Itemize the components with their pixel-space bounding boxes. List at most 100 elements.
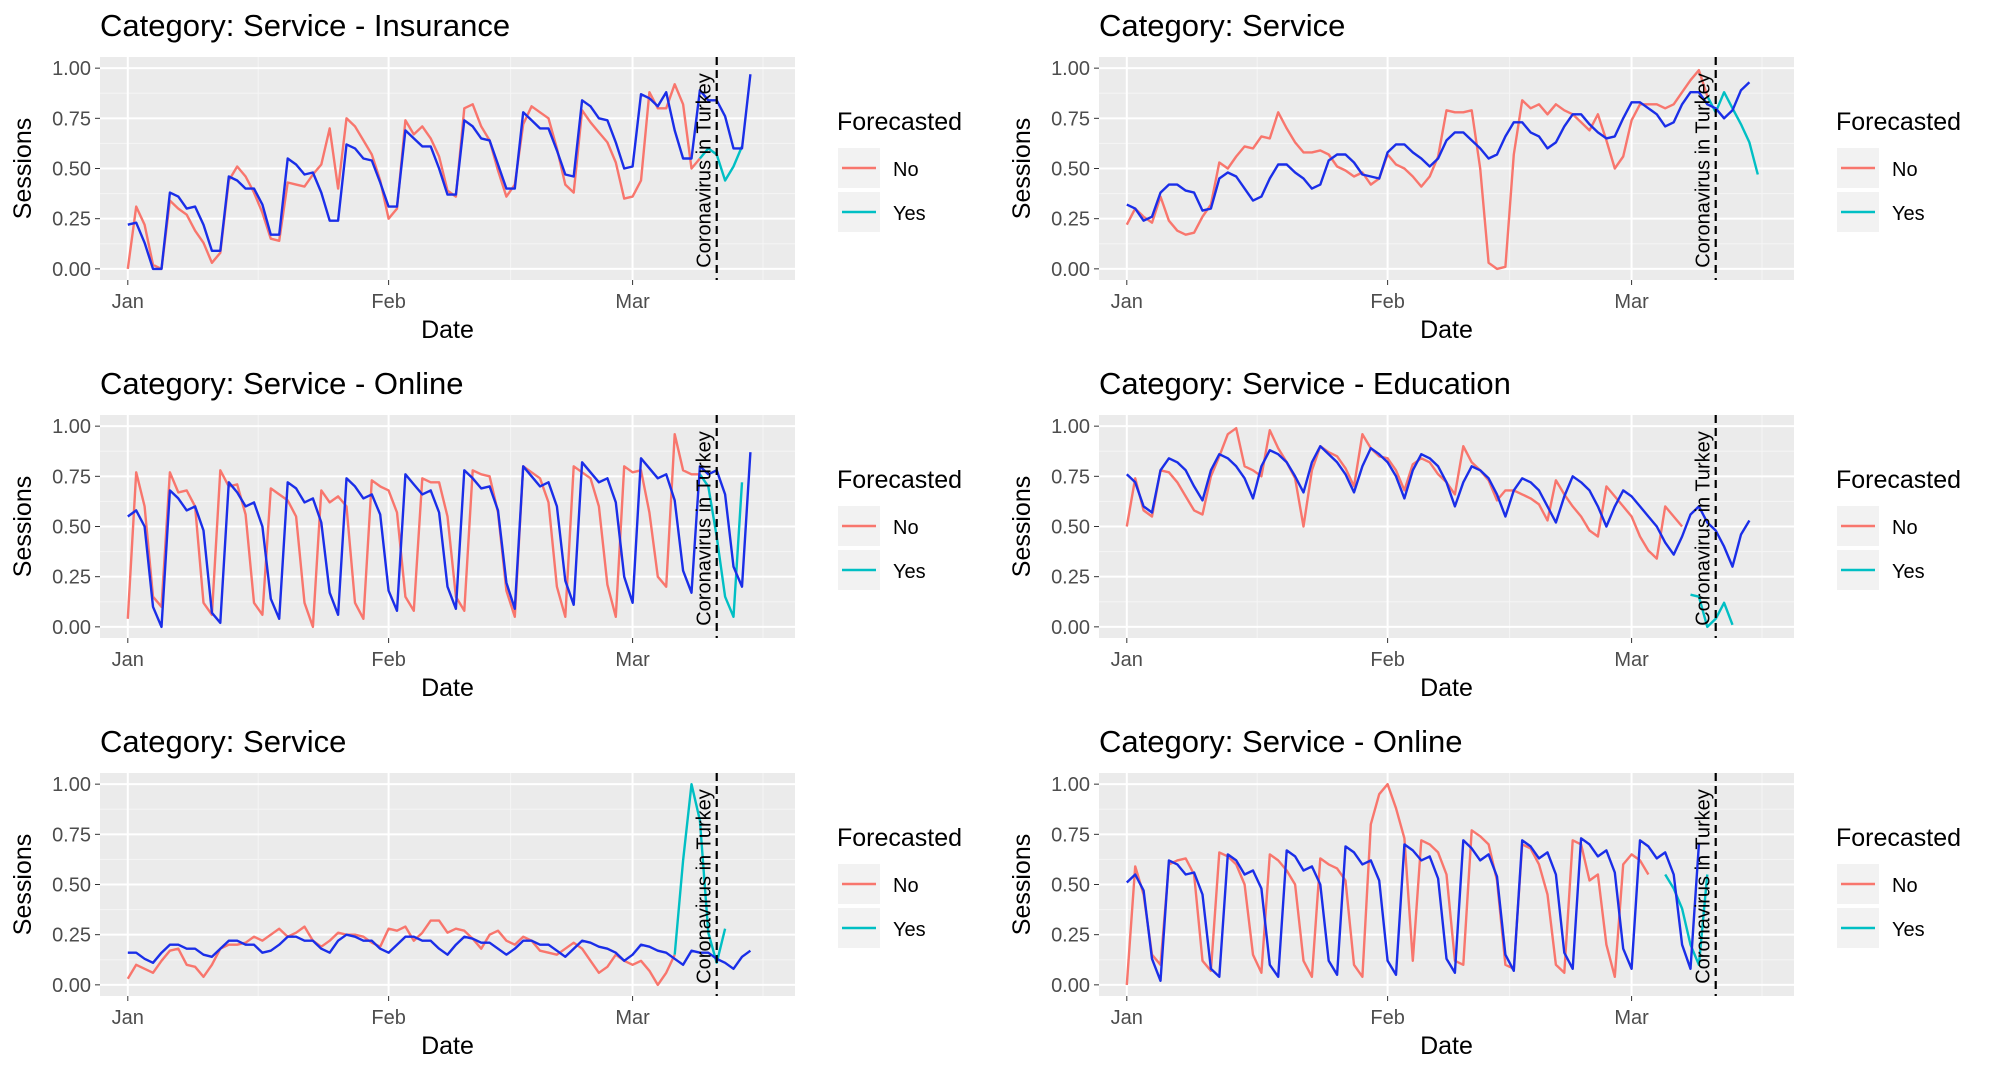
- legend-label: No: [893, 875, 919, 897]
- y-tick-label: 0.50: [52, 517, 91, 539]
- chart-panel-5: Category: Service 0.00 0.25 0.50 0.75 1.00 Jan…: [9, 724, 962, 1060]
- legend-label: Yes: [893, 203, 926, 225]
- y-axis-title: Sessions: [9, 834, 37, 935]
- y-tick-label: 1.00: [1051, 774, 1090, 796]
- x-axis-title: Date: [421, 674, 474, 702]
- event-vline-label: Coronavirus in Turkey: [694, 73, 716, 268]
- x-tick-label: Feb: [371, 649, 405, 671]
- legend-title: Forecasted: [837, 108, 962, 136]
- chart-panel-2: Category: Service 0.00 0.25 0.50 0.75 1.00 Jan…: [1008, 8, 1961, 344]
- legend-title: Forecasted: [1836, 466, 1961, 494]
- x-axis-title: Date: [1420, 674, 1473, 702]
- series-line-3: [127, 74, 752, 271]
- series-line-2: [1664, 873, 1709, 967]
- chart-title: Category: Service: [1099, 8, 1345, 43]
- y-tick-label: 1.00: [1051, 58, 1090, 80]
- y-axis-title: Sessions: [1008, 118, 1036, 219]
- legend: Forecasted No Yes: [1836, 466, 1961, 590]
- chart-title: Category: Service - Education: [1099, 366, 1511, 401]
- legend-label: Yes: [1892, 561, 1925, 583]
- y-tick-label: 1.00: [1051, 416, 1090, 438]
- y-tick-label: 0.50: [52, 875, 91, 897]
- x-tick-label: Mar: [615, 649, 650, 671]
- legend: Forecasted No Yes: [837, 108, 962, 232]
- x-tick-label: Feb: [371, 291, 405, 313]
- y-tick-label: 0.50: [1051, 159, 1090, 181]
- y-tick-label: 0.75: [1051, 824, 1090, 846]
- y-tick-label: 0.75: [1051, 466, 1090, 488]
- y-tick-label: 0.25: [52, 567, 91, 589]
- event-vline-label: Coronavirus in Turkey: [694, 431, 716, 626]
- x-tick-label: Feb: [1370, 291, 1404, 313]
- y-tick-label: 0.75: [52, 824, 91, 846]
- chart-title: Category: Service - Online: [100, 366, 464, 401]
- legend-label: No: [1892, 517, 1918, 539]
- y-tick-label: 0.50: [1051, 517, 1090, 539]
- series-line-3: [127, 452, 752, 629]
- y-tick-label: 0.25: [1051, 925, 1090, 947]
- y-tick-label: 0.50: [1051, 875, 1090, 897]
- legend-label: Yes: [893, 561, 926, 583]
- y-tick-label: 0.25: [1051, 209, 1090, 231]
- legend-title: Forecasted: [1836, 824, 1961, 852]
- series-line-1: [126, 432, 700, 629]
- legend-label: No: [1892, 159, 1918, 181]
- y-tick-label: 0.00: [1051, 975, 1090, 997]
- y-axis-title: Sessions: [9, 476, 37, 577]
- y-tick-label: 0.00: [52, 617, 91, 639]
- series-line-3: [1125, 444, 1751, 568]
- event-vline-label: Coronavirus in Turkey: [1693, 73, 1715, 268]
- event-vline-label: Coronavirus in Turkey: [1693, 431, 1715, 626]
- chart-panel-3: Category: Service - Online 0.00 0.25 0.50 0.…: [9, 366, 962, 702]
- x-tick-label: Feb: [371, 1007, 405, 1029]
- x-tick-label: Mar: [1614, 291, 1649, 313]
- y-axis-title: Sessions: [9, 118, 37, 219]
- series-line-3: [127, 933, 752, 971]
- x-axis-title: Date: [421, 1032, 474, 1060]
- series-line-2: [698, 473, 744, 618]
- series-line-2: [698, 145, 744, 182]
- chart-panel-1: Category: Service - Insurance 0.00 0.25 0.5…: [9, 8, 962, 344]
- y-tick-label: 1.00: [52, 58, 91, 80]
- legend-label: No: [893, 517, 919, 539]
- chart-panel-6: Category: Service - Online 0.00 0.25 0.50 0.…: [1008, 724, 1961, 1060]
- x-tick-label: Mar: [1614, 649, 1649, 671]
- x-tick-label: Mar: [615, 291, 650, 313]
- x-tick-label: Jan: [112, 291, 144, 313]
- event-vline-label: Coronavirus in Turkey: [1693, 789, 1715, 984]
- legend-label: Yes: [1892, 919, 1925, 941]
- x-tick-label: Jan: [112, 1007, 144, 1029]
- series-line-2: [1690, 593, 1734, 629]
- y-tick-label: 0.00: [1051, 259, 1090, 281]
- y-tick-label: 0.75: [52, 108, 91, 130]
- legend: Forecasted No Yes: [837, 824, 962, 948]
- legend-title: Forecasted: [837, 824, 962, 852]
- legend: Forecasted No Yes: [1836, 108, 1961, 232]
- chart-title: Category: Service - Online: [1099, 724, 1463, 759]
- y-tick-label: 0.75: [1051, 108, 1090, 130]
- series-line-3: [1126, 81, 1751, 222]
- y-tick-label: 0.25: [1051, 567, 1090, 589]
- y-tick-label: 0.25: [52, 925, 91, 947]
- legend-label: Yes: [1892, 203, 1925, 225]
- x-axis-title: Date: [1420, 1032, 1473, 1060]
- legend: Forecasted No Yes: [837, 466, 962, 590]
- y-tick-label: 1.00: [52, 774, 91, 796]
- y-tick-label: 0.50: [52, 159, 91, 181]
- x-tick-label: Feb: [1370, 649, 1404, 671]
- y-tick-label: 0.00: [52, 975, 91, 997]
- x-tick-label: Jan: [1111, 649, 1143, 671]
- legend-title: Forecasted: [1836, 108, 1961, 136]
- legend-label: No: [1892, 875, 1918, 897]
- legend-label: Yes: [893, 919, 926, 941]
- series-line-3: [1125, 837, 1701, 982]
- legend-title: Forecasted: [837, 466, 962, 494]
- legend: Forecasted No Yes: [1836, 824, 1961, 948]
- x-axis-title: Date: [421, 316, 474, 344]
- y-axis-title: Sessions: [1008, 834, 1036, 935]
- event-vline-label: Coronavirus in Turkey: [694, 789, 716, 984]
- chart-title: Category: Service: [100, 724, 346, 759]
- chart-panel-4: Category: Service - Education 0.00 0.25 0.5…: [1008, 366, 1961, 702]
